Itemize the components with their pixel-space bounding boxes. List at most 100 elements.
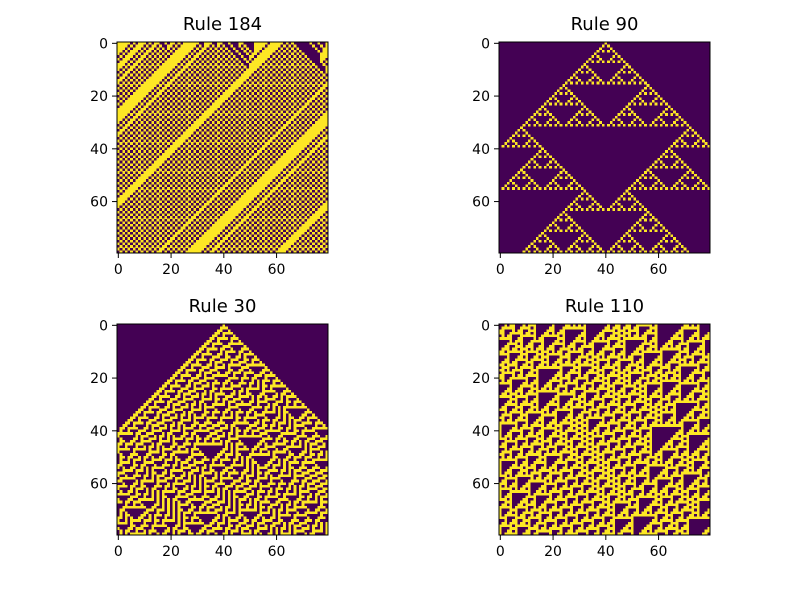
heatmap-cell <box>190 173 194 177</box>
heatmap-cell <box>177 532 181 536</box>
heatmap-cell <box>277 511 281 514</box>
heatmap-cell <box>535 247 539 251</box>
heatmap-cell <box>225 247 228 251</box>
heatmap-cell <box>225 113 228 116</box>
heatmap-cell <box>325 65 329 69</box>
heatmap-cell <box>201 469 205 472</box>
heatmap-cell <box>256 395 263 398</box>
heatmap-cell <box>572 339 587 343</box>
heatmap-cell <box>190 234 194 238</box>
heatmap-cell <box>180 461 189 464</box>
heatmap-cell <box>591 239 595 243</box>
heatmap-cell <box>264 229 268 232</box>
heatmap-cell <box>222 179 226 182</box>
heatmap-cell <box>280 73 284 77</box>
heatmap-cell <box>630 184 634 188</box>
heatmap-cell <box>148 194 152 198</box>
heatmap-cell <box>264 474 268 478</box>
heatmap-cell <box>201 65 205 69</box>
heatmap-cell <box>309 81 313 85</box>
heatmap-cell <box>528 118 531 122</box>
heatmap-cell <box>159 60 162 64</box>
heatmap-cell <box>159 205 162 209</box>
heatmap-cell <box>132 92 149 95</box>
heatmap-cell <box>233 152 236 156</box>
heatmap-cell <box>528 245 531 248</box>
heatmap-cell <box>254 115 257 119</box>
heatmap-cell <box>275 245 278 248</box>
heatmap-cell <box>543 187 547 190</box>
heatmap-cell <box>272 123 276 127</box>
heatmap-cell <box>146 197 149 201</box>
heatmap-cell <box>124 55 133 58</box>
heatmap-cell <box>140 115 144 119</box>
heatmap-cell <box>696 134 700 138</box>
heatmap-cell <box>256 144 260 148</box>
heatmap-cell <box>233 500 236 504</box>
heatmap-cell <box>193 474 197 478</box>
heatmap-cell <box>188 202 191 206</box>
heatmap-cell <box>291 223 294 227</box>
heatmap-cell <box>225 511 236 514</box>
heatmap-cell <box>225 408 231 412</box>
heatmap-cell <box>175 476 183 480</box>
heatmap-cell <box>314 229 318 232</box>
heatmap-cell <box>314 223 318 227</box>
heatmap-cell <box>659 123 663 127</box>
heatmap-cell <box>267 216 271 219</box>
heatmap-cell <box>193 181 197 185</box>
heatmap-cell <box>254 171 257 174</box>
heatmap-cell <box>285 73 289 77</box>
heatmap-cell <box>246 160 252 164</box>
heatmap-cell <box>235 73 239 77</box>
heatmap-cell <box>293 474 305 478</box>
heatmap-cell <box>259 208 263 211</box>
heatmap-cell <box>246 461 249 464</box>
heatmap-cell <box>185 63 191 66</box>
heatmap-cell <box>269 73 273 77</box>
heatmap-cell <box>306 63 310 66</box>
heatmap-cell <box>151 152 154 156</box>
heatmap-cell <box>161 94 165 98</box>
heatmap-cell <box>675 118 679 122</box>
heatmap-cell <box>117 73 120 77</box>
heatmap-cell <box>190 432 197 435</box>
heatmap-cell <box>159 194 162 198</box>
heatmap-cell <box>188 176 191 180</box>
heatmap-cell <box>322 49 329 53</box>
heatmap-cell <box>549 97 552 101</box>
heatmap-cell <box>617 358 634 361</box>
heatmap-cell <box>230 247 234 251</box>
heatmap-cell <box>148 210 152 214</box>
heatmap-cell <box>156 68 173 72</box>
heatmap-cell <box>262 384 268 388</box>
heatmap-cell <box>580 229 584 232</box>
heatmap-cell <box>546 184 550 188</box>
heatmap-cell <box>130 208 133 211</box>
heatmap-cell <box>182 208 186 211</box>
heatmap-cell <box>628 81 631 85</box>
heatmap-cell <box>280 532 292 536</box>
heatmap-cell <box>188 73 191 77</box>
heatmap-cell <box>156 100 160 103</box>
heatmap-cell <box>132 500 141 504</box>
heatmap-cell <box>293 142 310 145</box>
heatmap-cell <box>164 231 168 235</box>
heatmap-cell <box>169 102 173 106</box>
heatmap-cell <box>240 86 244 90</box>
heatmap-cell <box>570 342 576 346</box>
heatmap-cell <box>225 379 231 383</box>
heatmap-cell <box>138 231 141 235</box>
heatmap-cell <box>240 107 244 111</box>
heatmap-cell <box>296 100 300 103</box>
heatmap-cell <box>630 121 634 124</box>
heatmap-cell <box>254 355 257 359</box>
heatmap-cell <box>309 97 315 101</box>
heatmap-cell <box>227 226 231 230</box>
heatmap-cell <box>499 350 505 354</box>
heatmap-cell <box>306 416 318 420</box>
heatmap-cell <box>222 513 228 517</box>
heatmap-cell <box>535 110 539 114</box>
heatmap-cell <box>646 329 653 332</box>
heatmap-cell <box>235 527 239 530</box>
